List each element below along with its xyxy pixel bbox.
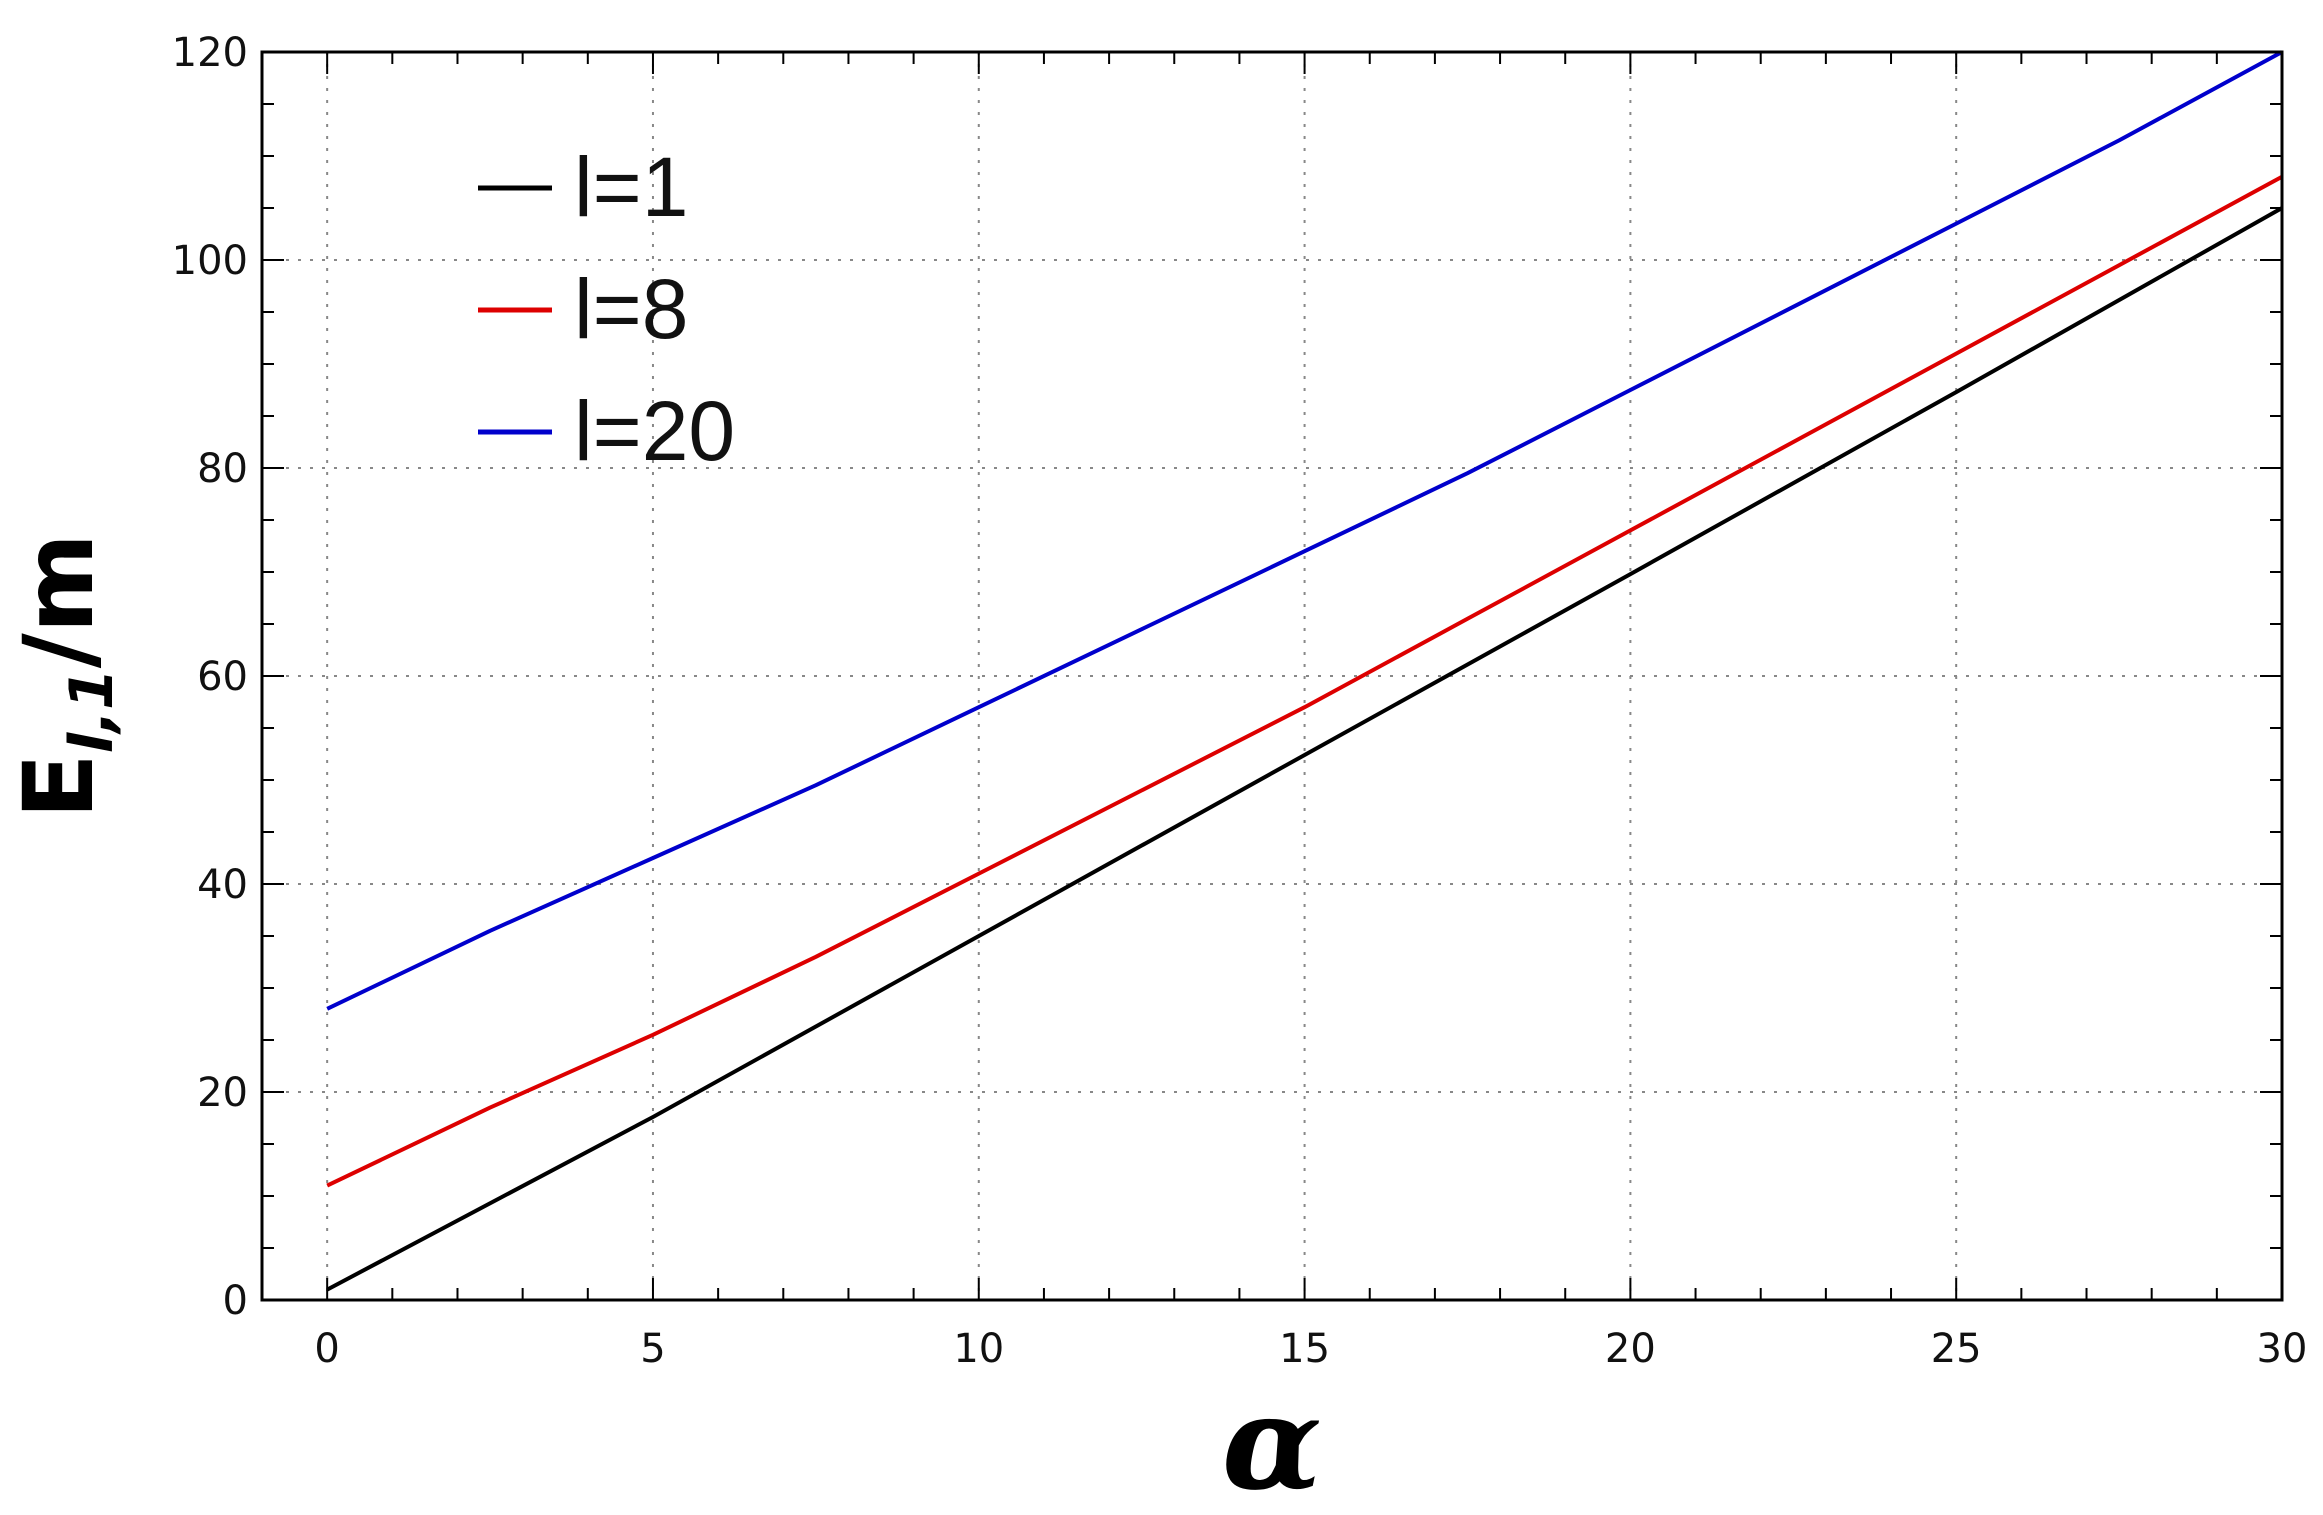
x-tick-labels: 0 5 10 15 20 25 30	[314, 1326, 2307, 1372]
data-series	[326, 50, 2283, 1292]
axis-ticks	[261, 51, 2283, 1301]
y-tick-label: 80	[197, 446, 248, 492]
legend: l=1 l=8 l=20	[478, 140, 735, 478]
y-axis-title-base: E	[3, 753, 115, 819]
y-tick-label: 40	[197, 862, 248, 908]
y-tick-labels: 0 20 40 60 80 100 120	[172, 30, 248, 1324]
legend-label: l=1	[574, 140, 688, 234]
series-line	[326, 175, 2283, 1188]
y-tick-label: 120	[172, 30, 248, 76]
x-tick-label: 30	[2257, 1326, 2308, 1372]
series-line	[326, 50, 2283, 1011]
y-axis-title-subscript: l,1	[57, 668, 127, 753]
series-line	[326, 206, 2283, 1292]
x-tick-label: 5	[640, 1326, 665, 1372]
x-axis-title: α	[1222, 1366, 1322, 1515]
y-axis-title-suffix: /m	[3, 533, 115, 668]
y-tick-label: 60	[197, 654, 248, 700]
legend-label: l=20	[574, 384, 735, 478]
y-tick-label: 20	[197, 1070, 248, 1116]
x-tick-label: 0	[314, 1326, 339, 1372]
x-tick-label: 25	[1931, 1326, 1982, 1372]
x-tick-label: 15	[1279, 1326, 1330, 1372]
x-tick-label: 20	[1605, 1326, 1656, 1372]
y-tick-label: 0	[223, 1278, 248, 1324]
y-axis-title: El,1/m	[3, 533, 127, 819]
y-tick-label: 100	[172, 238, 248, 284]
legend-label: l=8	[574, 262, 688, 356]
x-tick-label: 10	[953, 1326, 1004, 1372]
